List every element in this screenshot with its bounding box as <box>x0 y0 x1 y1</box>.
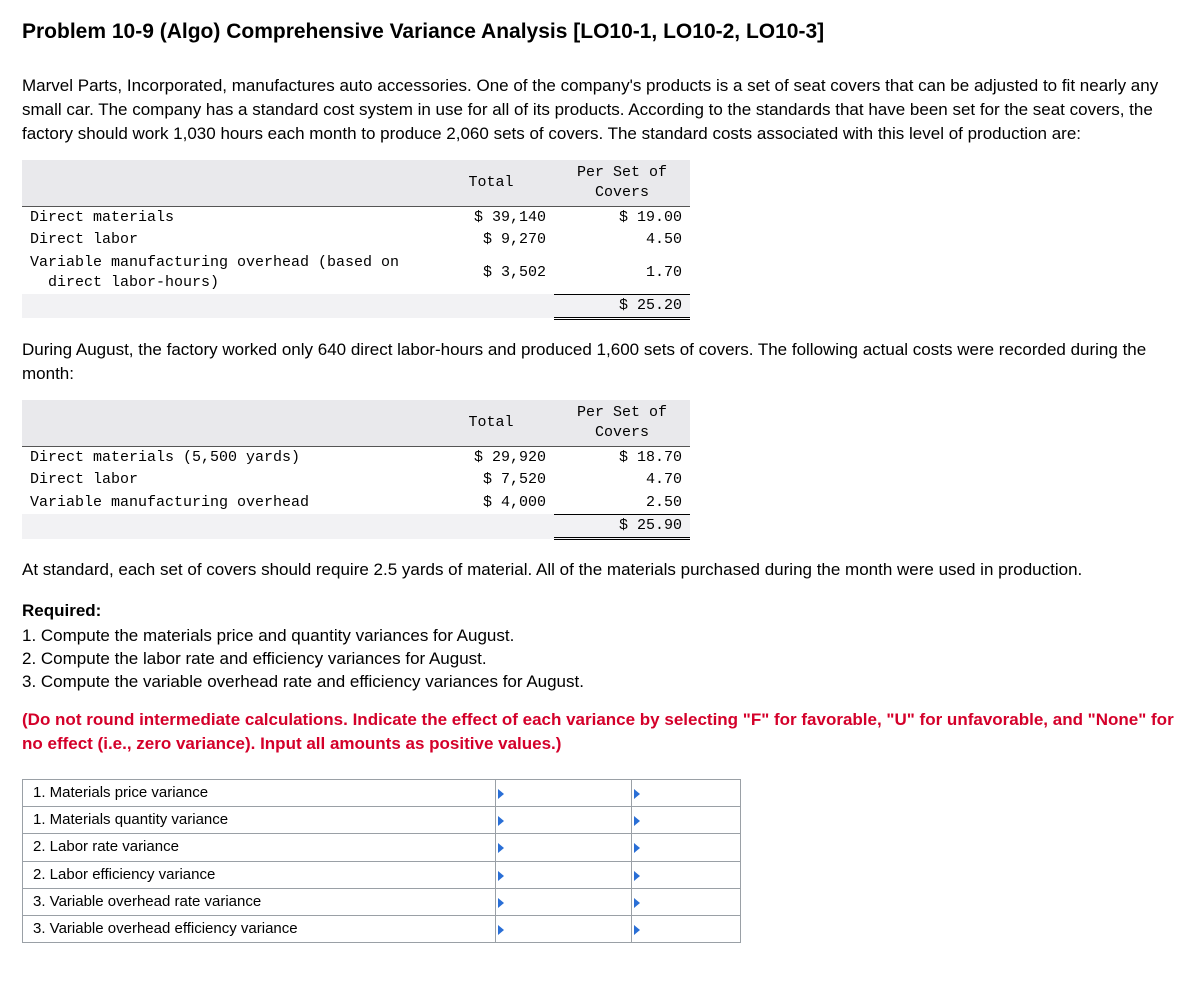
dropdown-marker-icon <box>634 789 640 799</box>
cell-total: $ 9,270 <box>428 229 554 251</box>
answer-label: 2. Labor efficiency variance <box>23 861 496 888</box>
row-label: Direct materials <box>22 207 428 230</box>
cell-per: $ 18.70 <box>554 447 690 470</box>
col-header-total: Total <box>428 400 554 447</box>
dropdown-marker-icon <box>634 925 640 935</box>
cell-per: 4.70 <box>554 469 690 491</box>
answer-label: 1. Materials quantity variance <box>23 807 496 834</box>
cell-per: $ 19.00 <box>554 207 690 230</box>
dropdown-marker-icon <box>498 898 504 908</box>
cell-per-total: $ 25.90 <box>554 514 690 538</box>
actual-costs-table: Total Per Set of Covers Direct materials… <box>22 400 690 541</box>
col-header-per-set: Per Set of Covers <box>554 400 690 447</box>
cell-per: 4.50 <box>554 229 690 251</box>
cell-total: $ 3,502 <box>428 252 554 295</box>
answer-amount-input[interactable] <box>496 779 632 806</box>
dropdown-marker-icon <box>634 871 640 881</box>
answer-row: 3. Variable overhead rate variance <box>23 888 741 915</box>
note-paragraph: At standard, each set of covers should r… <box>22 558 1178 582</box>
row-label: Direct labor <box>22 469 428 491</box>
dropdown-marker-icon <box>634 816 640 826</box>
answer-label: 1. Materials price variance <box>23 779 496 806</box>
answer-amount-input[interactable] <box>496 861 632 888</box>
dropdown-marker-icon <box>498 871 504 881</box>
answer-row: 2. Labor rate variance <box>23 834 741 861</box>
answer-table: 1. Materials price variance 1. Materials… <box>22 779 741 944</box>
answer-amount-input[interactable] <box>496 888 632 915</box>
requirement-item: 3. Compute the variable overhead rate an… <box>22 671 1178 694</box>
answer-amount-input[interactable] <box>496 834 632 861</box>
required-heading: Required: <box>22 600 1178 623</box>
row-label: Direct materials (5,500 yards) <box>22 447 428 470</box>
cell-per: 2.50 <box>554 492 690 515</box>
answer-effect-select[interactable] <box>632 834 741 861</box>
row-label: Direct labor <box>22 229 428 251</box>
col-header-per-set: Per Set of Covers <box>554 160 690 207</box>
cell-total: $ 7,520 <box>428 469 554 491</box>
answer-effect-select[interactable] <box>632 861 741 888</box>
intro-paragraph: Marvel Parts, Incorporated, manufactures… <box>22 74 1178 145</box>
answer-row: 3. Variable overhead efficiency variance <box>23 916 741 943</box>
answer-effect-select[interactable] <box>632 779 741 806</box>
col-header-total: Total <box>428 160 554 207</box>
cell-total: $ 39,140 <box>428 207 554 230</box>
dropdown-marker-icon <box>634 843 640 853</box>
answer-effect-select[interactable] <box>632 888 741 915</box>
answer-effect-select[interactable] <box>632 916 741 943</box>
row-label: Variable manufacturing overhead <box>22 492 428 515</box>
cell-per-total: $ 25.20 <box>554 294 690 318</box>
row-label: Variable manufacturing overhead (based o… <box>22 252 428 295</box>
cell-total: $ 29,920 <box>428 447 554 470</box>
requirements-list: 1. Compute the materials price and quant… <box>22 625 1178 694</box>
instruction-note: (Do not round intermediate calculations.… <box>22 708 1178 757</box>
dropdown-marker-icon <box>634 898 640 908</box>
cell-total: $ 4,000 <box>428 492 554 515</box>
answer-row: 1. Materials price variance <box>23 779 741 806</box>
answer-amount-input[interactable] <box>496 807 632 834</box>
answer-row: 2. Labor efficiency variance <box>23 861 741 888</box>
requirement-item: 2. Compute the labor rate and efficiency… <box>22 648 1178 671</box>
answer-label: 3. Variable overhead rate variance <box>23 888 496 915</box>
dropdown-marker-icon <box>498 789 504 799</box>
answer-label: 3. Variable overhead efficiency variance <box>23 916 496 943</box>
answer-row: 1. Materials quantity variance <box>23 807 741 834</box>
actuals-paragraph: During August, the factory worked only 6… <box>22 338 1178 386</box>
answer-label: 2. Labor rate variance <box>23 834 496 861</box>
problem-title: Problem 10-9 (Algo) Comprehensive Varian… <box>22 18 1178 46</box>
standard-costs-table: Total Per Set of Covers Direct materials… <box>22 160 690 320</box>
dropdown-marker-icon <box>498 843 504 853</box>
dropdown-marker-icon <box>498 925 504 935</box>
answer-amount-input[interactable] <box>496 916 632 943</box>
requirement-item: 1. Compute the materials price and quant… <box>22 625 1178 648</box>
answer-effect-select[interactable] <box>632 807 741 834</box>
dropdown-marker-icon <box>498 816 504 826</box>
cell-per: 1.70 <box>554 252 690 295</box>
